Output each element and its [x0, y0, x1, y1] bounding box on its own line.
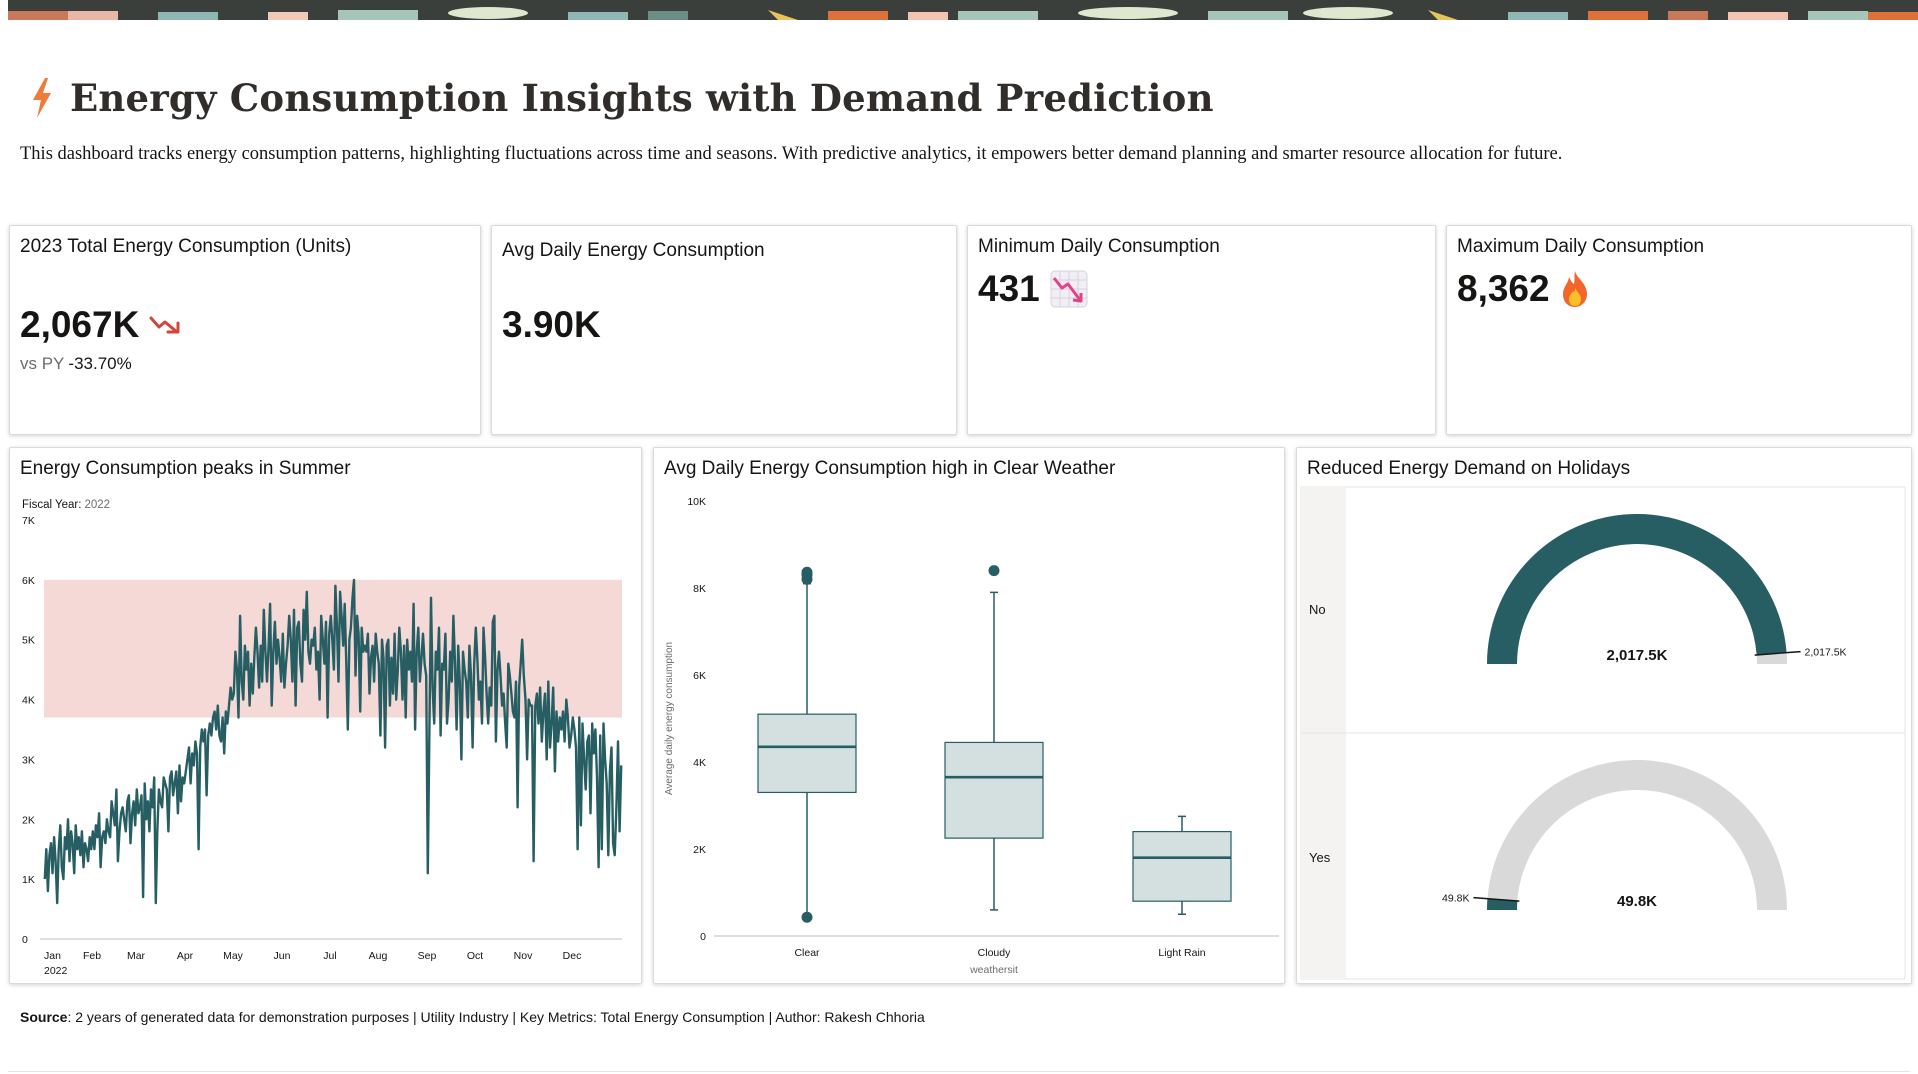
kpi-value: 2,067K	[20, 304, 183, 346]
x-tick-label: May	[223, 950, 244, 962]
gauge-marker-label: 49.8K	[1442, 893, 1469, 905]
x-tick-label: Jun	[274, 950, 291, 962]
y-tick-label: 10K	[687, 496, 706, 508]
chart-decreasing-icon	[1050, 270, 1088, 308]
y-tick-label: 8K	[693, 583, 706, 595]
chart-card-consumption-line[interactable]: Energy Consumption peaks in Summer Fisca…	[9, 447, 642, 984]
kpi-value-text: 2,067K	[20, 304, 140, 345]
gauge-value-label: 2,017.5K	[1607, 647, 1668, 664]
bottom-divider	[8, 1071, 1910, 1072]
source-label: Source	[20, 1009, 68, 1025]
x-tick-label: Clear	[794, 947, 820, 959]
y-axis-title: Average daily energy consumption	[664, 642, 675, 795]
x-tick-label: Light Rain	[1158, 947, 1205, 959]
kpi-title: Maximum Daily Consumption	[1457, 236, 1705, 257]
consumption-series-line	[43, 578, 623, 905]
y-tick-label: 5K	[22, 635, 35, 647]
kpi-value-text: 8,362	[1457, 268, 1550, 309]
x-axis-title: weathersit	[969, 964, 1018, 976]
trend-down-arrow-icon	[149, 316, 180, 334]
y-tick-label: 4K	[22, 695, 35, 707]
x-tick-label: Mar	[127, 950, 146, 962]
y-tick-label: 7K	[22, 515, 35, 527]
x-tick-label: Sep	[418, 950, 437, 962]
kpi-value: 431	[978, 268, 1088, 310]
box-iqr	[944, 741, 1044, 839]
box-iqr	[757, 713, 857, 794]
y-tick-label: 3K	[22, 754, 35, 766]
box-outlier-point	[988, 565, 1000, 577]
page-title: Energy Consumption Insights with Demand …	[70, 76, 1214, 120]
gauge-marker-label: 2,017.5K	[1805, 647, 1847, 659]
x-tick-label: Oct	[467, 950, 483, 962]
y-tick-label: 6K	[22, 575, 35, 587]
x-tick-label: Dec	[563, 950, 582, 962]
page-header: Energy Consumption Insights with Demand …	[30, 72, 1214, 124]
chart-title: Reduced Energy Demand on Holidays	[1307, 458, 1631, 479]
kpi-card-total-consumption[interactable]: 2023 Total Energy Consumption (Units) 2,…	[9, 225, 481, 435]
fire-icon	[1562, 271, 1587, 307]
gauge-chart[interactable]: No 2,017.5K 2,017.5K Yes 49.8K 49.8K	[1297, 483, 1911, 983]
kpi-value-text: 3.90K	[502, 304, 601, 345]
kpi-card-min-daily[interactable]: Minimum Daily Consumption 431	[967, 225, 1436, 435]
lightning-bolt-icon	[33, 78, 51, 118]
x-tick-label: Cloudy	[978, 947, 1011, 959]
kpi-card-max-daily[interactable]: Maximum Daily Consumption 8,362	[1446, 225, 1912, 435]
gauge-row-label: No	[1309, 602, 1326, 617]
gauge-track	[1487, 760, 1787, 911]
fiscal-year-filter: Fiscal Year: 2022	[22, 499, 110, 511]
gauge-row-label: Yes	[1309, 850, 1331, 865]
box-outlier-point	[801, 573, 813, 585]
kpi-title: Avg Daily Energy Consumption	[502, 240, 765, 261]
kpi-title: Minimum Daily Consumption	[978, 236, 1220, 257]
gauge-value-arc	[1487, 514, 1787, 665]
chart-card-holiday-gauge[interactable]: Reduced Energy Demand on Holidays No 2,01…	[1296, 447, 1912, 984]
x-tick-label: Feb	[83, 950, 101, 962]
x-tick-label: Aug	[369, 950, 388, 962]
chart-title: Avg Daily Energy Consumption high in Cle…	[664, 458, 1116, 479]
kpi-value: 3.90K	[502, 304, 601, 346]
y-tick-label: 0	[22, 934, 28, 946]
x-tick-label: Apr	[177, 950, 194, 962]
kpi-comparison: vs PY -33.70%	[20, 354, 132, 374]
source-text: : 2 years of generated data for demonstr…	[67, 1009, 925, 1025]
x-tick-label: Jul	[323, 950, 336, 962]
kpi-value: 8,362	[1457, 268, 1590, 310]
x-tick-label: Nov	[514, 950, 533, 962]
kpi-value-text: 431	[978, 268, 1040, 309]
footer-source: Source: 2 years of generated data for de…	[20, 1009, 925, 1025]
box-outlier-point	[801, 911, 813, 923]
gauge-value-label: 49.8K	[1617, 893, 1657, 910]
kpi-compare-label: vs PY	[20, 354, 65, 373]
chart-card-weather-box[interactable]: Avg Daily Energy Consumption high in Cle…	[653, 447, 1285, 984]
header-banner	[8, 0, 1918, 20]
chart-title: Energy Consumption peaks in Summer	[20, 458, 351, 479]
x-year-label: 2022	[44, 965, 68, 977]
y-tick-label: 6K	[693, 670, 706, 682]
kpi-compare-value: -33.70%	[68, 354, 132, 373]
line-chart[interactable]: Fiscal Year: 2022 0 1K 2K 3K 4K 5K 6K 7K Jan Feb Ma…	[10, 483, 641, 983]
y-tick-label: 0	[700, 931, 706, 943]
kpi-card-avg-daily[interactable]: Avg Daily Energy Consumption 3.90K	[491, 225, 957, 435]
y-tick-label: 1K	[22, 874, 35, 886]
gauge-marker	[1754, 650, 1801, 656]
box-iqr	[1132, 831, 1232, 902]
x-tick-label: Jan	[44, 950, 61, 962]
page-description: This dashboard tracks energy consumption…	[20, 144, 1563, 164]
y-tick-label: 2K	[22, 814, 35, 826]
box-plot[interactable]: 0 2K 4K 6K 8K 10K Average daily energy consump…	[654, 483, 1284, 983]
y-tick-label: 2K	[693, 844, 706, 856]
gauge-marker	[1473, 896, 1520, 902]
kpi-title: 2023 Total Energy Consumption (Units)	[20, 236, 352, 257]
y-tick-label: 4K	[693, 757, 706, 769]
